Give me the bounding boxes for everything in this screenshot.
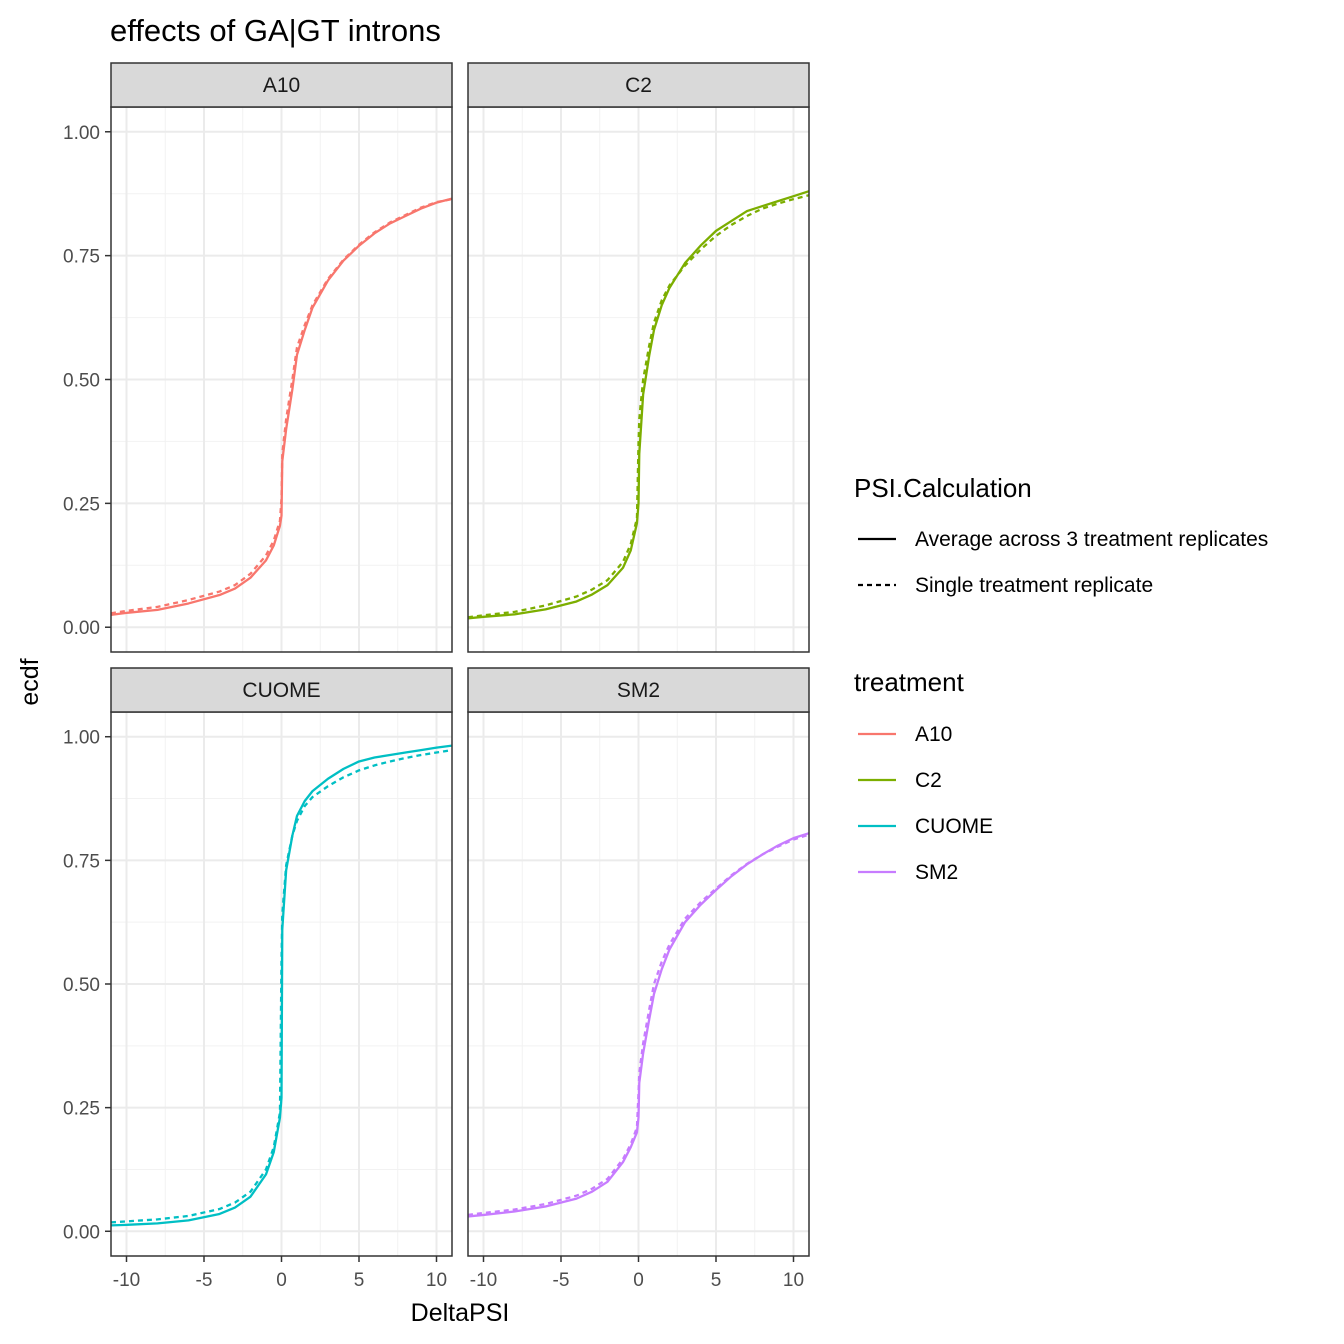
y-tick-label: 0.50 [63,371,100,392]
gridlines [468,107,809,652]
series-lines [468,190,809,620]
strip-label-cuome: CUOME [242,679,320,702]
legend-title-psi-calculation: PSI.Calculation [854,473,1032,503]
legend-label-cuome: CUOME [915,815,993,838]
y-tick-label: 0.75 [63,851,100,872]
y-tick-label: 0.25 [63,1099,100,1120]
panel-c2: C2 [467,62,810,653]
series-lines [468,832,809,1218]
gridlines [468,712,809,1256]
panel-sm2: SM2 [467,667,810,1257]
legend-label-single-treatment-replicate: Single treatment replicate [915,574,1153,597]
y-tick-label: 0.00 [63,618,100,639]
panel-cuome: CUOME [110,667,453,1257]
y-tick-label: 0.75 [63,247,100,268]
legend: PSI.Calculation Average across 3 treatmen… [854,473,1268,884]
series-line-c2-single-replicate [468,194,809,619]
x-tick-label: 0 [633,1270,644,1291]
strip-label-c2: C2 [625,74,652,97]
strip-background [467,62,810,108]
x-tick-label: 0 [276,1270,287,1291]
legend-label-c2: C2 [915,769,942,792]
x-axis-title: DeltaPSI [411,1299,510,1327]
x-tick-label: 10 [426,1270,447,1291]
gridlines [111,712,452,1256]
series-line-a10-average [111,197,452,616]
y-tick-label: 0.50 [63,975,100,996]
y-axis-title: ecdf [16,658,44,705]
legend-label-sm2: SM2 [915,861,958,884]
x-tick-label: -10 [113,1270,140,1291]
x-tick-label: -5 [553,1270,570,1291]
y-tick-label: 1.00 [63,123,100,144]
x-tick-label: 5 [354,1270,365,1291]
legend-label-average-across-3-treatment-replicates: Average across 3 treatment replicates [915,528,1268,551]
strip-background [467,667,810,713]
y-tick-label: 0.25 [63,494,100,515]
series-line-c2-average [468,190,809,620]
y-tick-label: 0.00 [63,1222,100,1243]
chart-title: effects of GA|GT introns [110,13,441,48]
x-tick-label: -10 [470,1270,497,1291]
legend-title-treatment: treatment [854,667,965,697]
y-tick-label: 1.00 [63,728,100,749]
series-line-cuome-average [111,744,452,1227]
axes: 0.00 0.25 0.50 0.75 1.00 0.00 0.25 0.50 0.75 1.00… [63,123,804,1291]
x-tick-label: 5 [711,1270,722,1291]
x-tick-label: -5 [196,1270,213,1291]
series-line-sm2-average [468,832,809,1218]
strip-label-sm2: SM2 [617,679,660,702]
strip-label-a10: A10 [263,74,300,97]
x-tick-label: 10 [783,1270,804,1291]
strip-background [110,667,453,713]
facet-panels: A10 C2 CUOME SM2 [110,62,810,1257]
legend-label-a10: A10 [915,723,952,746]
series-lines [111,744,452,1227]
series-line-sm2-single-replicate [468,833,809,1217]
series-line-cuome-single-replicate [111,748,452,1224]
strip-background [110,62,453,108]
series-lines [111,197,452,616]
panel-a10: A10 [110,62,453,653]
